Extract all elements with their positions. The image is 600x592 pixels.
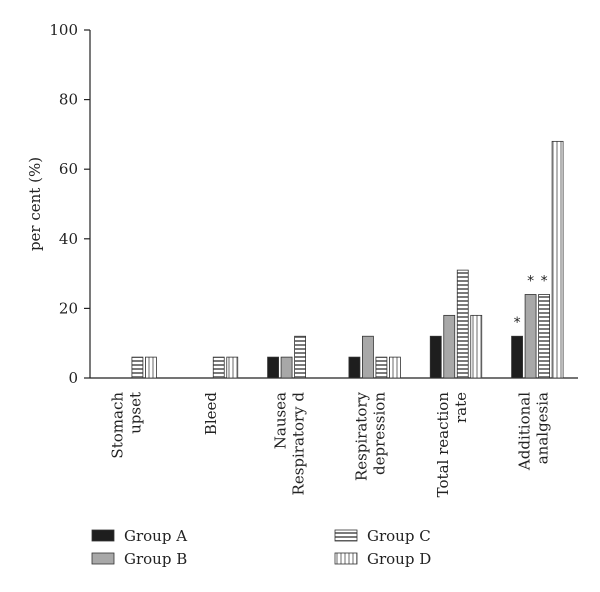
bar-group-a bbox=[348, 356, 361, 379]
category-label: Bleed bbox=[202, 392, 220, 436]
bar-group-c bbox=[131, 356, 144, 379]
category-label-line: depression bbox=[371, 392, 389, 475]
y-axis-title: per cent (%) bbox=[26, 157, 44, 251]
legend-label: Group B bbox=[124, 550, 187, 568]
significance-marker: * bbox=[527, 273, 534, 289]
y-tick-label: 20 bbox=[59, 299, 78, 317]
bar-group-c bbox=[375, 356, 388, 379]
bar-group-d bbox=[226, 356, 239, 379]
legend: Group A Group B Group C Group D bbox=[91, 527, 431, 568]
bars: * * * bbox=[131, 140, 564, 379]
bar-group-c bbox=[212, 356, 225, 379]
category-label: Total reaction rate bbox=[434, 392, 470, 498]
legend-label: Group A bbox=[124, 527, 187, 545]
legend-label: Group C bbox=[367, 527, 431, 545]
category-label-line: Respiratory d bbox=[289, 392, 307, 496]
legend-label: Group D bbox=[367, 550, 431, 568]
category-label-line: analgesia bbox=[533, 392, 551, 464]
significance-marker: * bbox=[514, 315, 521, 331]
legend-swatch bbox=[91, 529, 115, 542]
y-tick-label: 0 bbox=[68, 369, 78, 387]
bar-group-b bbox=[362, 335, 374, 379]
y-tick-label: 60 bbox=[59, 160, 78, 178]
category-label-line: Bleed bbox=[202, 392, 220, 436]
category-label-line: Respiratory bbox=[353, 391, 371, 481]
bar-group-c bbox=[456, 269, 469, 379]
category-label-line: Additional bbox=[515, 392, 533, 471]
category-label-line: upset bbox=[127, 392, 145, 434]
y-tick-label: 100 bbox=[49, 21, 78, 39]
y-tick-label: 80 bbox=[59, 91, 78, 109]
category-label-line: Stomach bbox=[109, 392, 127, 459]
bar-group-c bbox=[538, 294, 550, 379]
bar-group-a bbox=[511, 335, 523, 379]
bar-group-a bbox=[429, 335, 442, 379]
bar-group-b bbox=[443, 314, 456, 379]
bar-group-d bbox=[470, 314, 483, 379]
category-label-line: Nausea bbox=[271, 392, 289, 449]
bar-group-c bbox=[294, 335, 306, 379]
category-label-line: Total reaction bbox=[434, 392, 452, 498]
category-label: Stomach upset bbox=[109, 392, 145, 459]
bar-group-d bbox=[145, 356, 157, 379]
bar-group-b bbox=[524, 294, 537, 379]
category-labels: Stomach upset Bleed Nausea Respiratory d Resp… bbox=[109, 391, 552, 497]
legend-swatch bbox=[334, 529, 358, 542]
category-label: Respiratory depression bbox=[353, 391, 389, 481]
y-tick-label: 40 bbox=[59, 230, 78, 248]
category-label: Additional analgesia bbox=[515, 392, 551, 471]
axes: 0 20 40 60 80 100 per cent (%) bbox=[26, 21, 578, 387]
legend-swatch bbox=[334, 552, 358, 565]
bar-group-b bbox=[280, 356, 293, 379]
bar-group-d bbox=[389, 356, 401, 379]
category-label: Nausea Respiratory d bbox=[271, 392, 307, 496]
significance-marker: * bbox=[541, 273, 548, 289]
legend-swatch bbox=[91, 552, 115, 565]
bar-group-d bbox=[551, 140, 564, 379]
bar-group-a bbox=[267, 356, 279, 379]
category-label-line: rate bbox=[452, 392, 470, 423]
